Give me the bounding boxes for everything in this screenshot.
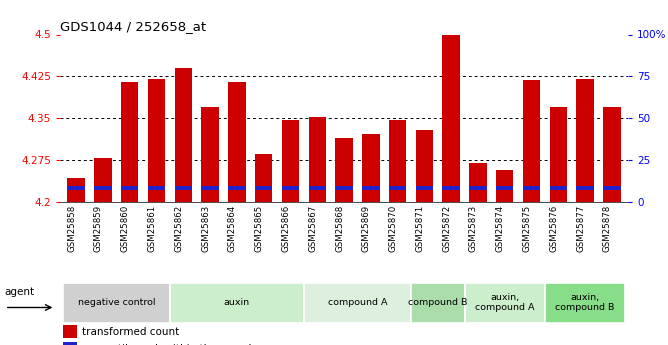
Text: GSM25876: GSM25876	[549, 205, 558, 252]
Bar	[389, 186, 406, 190]
Bar	[255, 186, 273, 190]
Text: GSM25878: GSM25878	[603, 205, 612, 252]
Text: GSM25868: GSM25868	[335, 205, 344, 252]
Bar	[282, 186, 299, 190]
Bar	[63, 283, 170, 323]
Bar	[201, 186, 219, 190]
Bar	[442, 186, 460, 190]
Text: GSM25865: GSM25865	[255, 205, 264, 252]
Bar	[576, 186, 594, 190]
Text: GSM25871: GSM25871	[415, 205, 424, 252]
Text: GSM25874: GSM25874	[496, 205, 505, 252]
Text: transformed count: transformed count	[81, 327, 179, 337]
Bar	[63, 325, 77, 338]
Bar	[545, 283, 625, 323]
Bar	[496, 186, 514, 190]
Bar	[550, 186, 567, 190]
Text: GSM25861: GSM25861	[148, 205, 156, 252]
Text: GSM25860: GSM25860	[121, 205, 130, 252]
Bar	[362, 134, 379, 202]
Bar	[415, 130, 433, 202]
Bar	[148, 186, 165, 190]
Bar	[304, 283, 411, 323]
Text: GSM25873: GSM25873	[469, 205, 478, 252]
Bar	[389, 120, 406, 202]
Bar	[469, 186, 487, 190]
Text: GSM25872: GSM25872	[442, 205, 451, 252]
Bar	[148, 79, 165, 202]
Bar	[121, 186, 138, 190]
Bar	[174, 68, 192, 202]
Text: GDS1044 / 252658_at: GDS1044 / 252658_at	[59, 20, 206, 33]
Bar	[63, 342, 77, 345]
Text: GSM25869: GSM25869	[362, 205, 371, 252]
Text: GSM25877: GSM25877	[576, 205, 585, 252]
Bar	[170, 283, 304, 323]
Bar	[228, 186, 246, 190]
Bar	[576, 79, 594, 202]
Bar	[94, 186, 112, 190]
Bar	[335, 186, 353, 190]
Bar	[603, 107, 621, 202]
Bar	[201, 107, 219, 202]
Bar	[411, 283, 464, 323]
Bar	[94, 158, 112, 202]
Text: GSM25867: GSM25867	[308, 205, 317, 252]
Text: GSM25863: GSM25863	[201, 205, 210, 252]
Text: auxin,
compound B: auxin, compound B	[555, 293, 615, 313]
Text: compound B: compound B	[408, 298, 468, 307]
Text: GSM25875: GSM25875	[522, 205, 532, 252]
Text: GSM25858: GSM25858	[67, 205, 76, 252]
Bar	[121, 82, 138, 202]
Text: auxin,
compound A: auxin, compound A	[475, 293, 534, 313]
Bar	[442, 34, 460, 202]
Bar	[282, 120, 299, 202]
Text: percentile rank within the sample: percentile rank within the sample	[81, 344, 258, 345]
Bar	[67, 186, 85, 190]
Bar	[255, 155, 273, 202]
Text: auxin: auxin	[224, 298, 250, 307]
Bar	[309, 117, 326, 202]
Bar	[362, 186, 379, 190]
Bar	[496, 170, 514, 202]
Text: GSM25870: GSM25870	[389, 205, 397, 252]
Text: negative control: negative control	[77, 298, 155, 307]
Bar	[174, 186, 192, 190]
Text: compound A: compound A	[328, 298, 387, 307]
Bar	[335, 138, 353, 202]
Bar	[603, 186, 621, 190]
Bar	[523, 186, 540, 190]
Text: agent: agent	[5, 287, 35, 297]
Bar	[464, 283, 545, 323]
Bar	[523, 80, 540, 202]
Bar	[67, 178, 85, 202]
Bar	[228, 82, 246, 202]
Bar	[469, 163, 487, 202]
Text: GSM25859: GSM25859	[94, 205, 103, 252]
Bar	[309, 186, 326, 190]
Text: GSM25866: GSM25866	[281, 205, 291, 252]
Text: GSM25862: GSM25862	[174, 205, 183, 252]
Text: GSM25864: GSM25864	[228, 205, 237, 252]
Bar	[415, 186, 433, 190]
Bar	[550, 107, 567, 202]
